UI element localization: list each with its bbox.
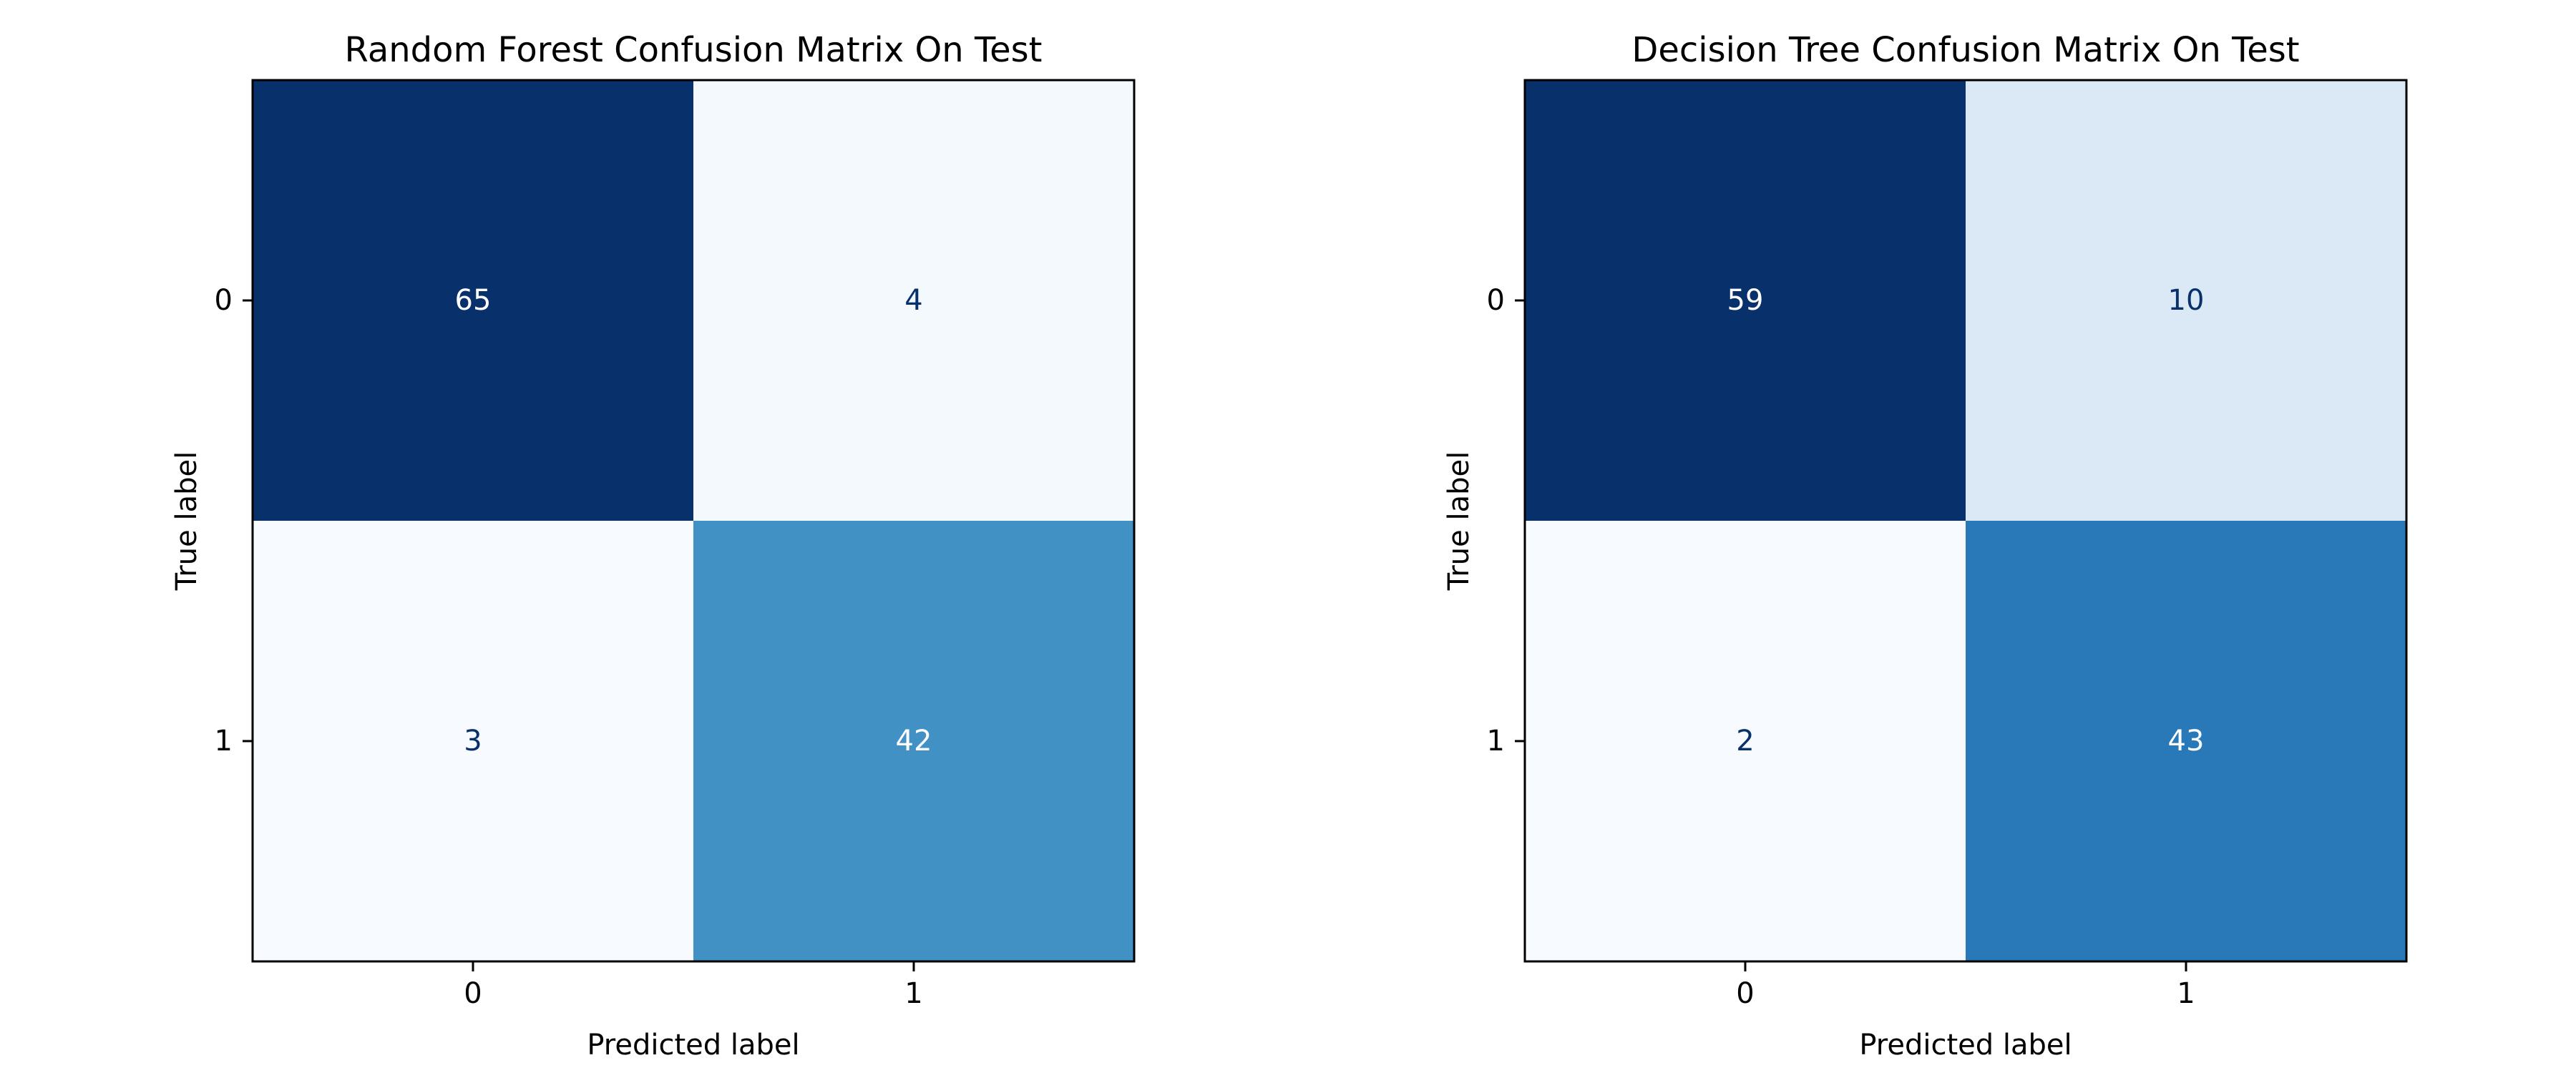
y-tick-label: 0 <box>215 284 233 317</box>
matrix-cell <box>1525 521 1966 962</box>
y-axis-label: True label <box>170 451 203 591</box>
chart-title: Random Forest Confusion Matrix On Test <box>345 30 1043 70</box>
chart-title: Decision Tree Confusion Matrix On Test <box>1631 30 2299 70</box>
matrix-cell <box>1966 80 2407 521</box>
cell-value-label: 42 <box>896 725 932 758</box>
cell-value-label: 10 <box>2168 284 2205 317</box>
matrix-cell <box>253 80 694 521</box>
x-tick-label: 0 <box>464 977 482 1010</box>
y-tick-label: 1 <box>215 725 233 758</box>
matrix-cell <box>253 521 694 962</box>
y-axis-label: True label <box>1443 451 1475 591</box>
x-axis-label: Predicted label <box>1859 1029 2072 1062</box>
matrix-cell <box>1966 521 2407 962</box>
x-axis-label: Predicted label <box>587 1029 799 1062</box>
confusion-matrix-panel-1: 65 4 3 42 0 1 0 1 Random Forest Confusion Matrix… <box>170 30 1136 1062</box>
y-tick-label: 1 <box>1487 725 1505 758</box>
cell-value-label: 2 <box>1736 725 1754 758</box>
cell-value-label: 3 <box>464 725 482 758</box>
cell-value-label: 59 <box>1727 284 1764 317</box>
x-tick-label: 1 <box>904 977 922 1010</box>
y-tick-label: 0 <box>1487 284 1505 317</box>
cell-value-label: 43 <box>2168 725 2205 758</box>
matrix-cell <box>693 80 1135 521</box>
matrix-cell <box>693 521 1135 962</box>
cell-value-label: 65 <box>455 284 492 317</box>
matrix-cell <box>1525 80 1966 521</box>
plot-frame <box>1523 79 2408 963</box>
cell-value-label: 4 <box>904 284 922 317</box>
plot-frame <box>251 79 1136 963</box>
x-tick-label: 1 <box>2177 977 2195 1010</box>
x-tick-label: 0 <box>1736 977 1754 1010</box>
